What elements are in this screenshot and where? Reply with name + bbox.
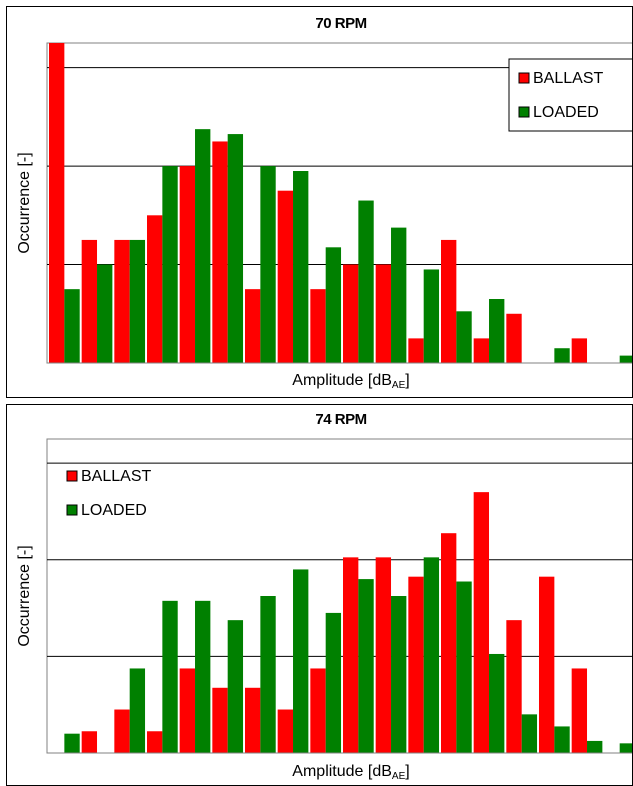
bar-ballast-14: [506, 620, 522, 753]
legend: BALLAST LOADED: [66, 468, 151, 519]
bar-loaded-11: [423, 557, 440, 753]
legend-swatch-loaded: [66, 504, 78, 516]
chart-panel-74-rpm: 74 RPM Occurrence [-] Amplitude [dBAE] BALL…: [6, 404, 633, 786]
legend-label-loaded: LOADED: [533, 104, 599, 121]
bar-loaded-5: [227, 620, 244, 753]
bar-ballast-10: [375, 557, 392, 753]
bar-loaded-4: [195, 600, 211, 753]
bar-ballast-8: [310, 668, 326, 753]
chart-title: 74 RPM: [315, 411, 366, 428]
bar-ballast-16: [571, 668, 588, 753]
legend-box: [508, 58, 632, 132]
bar-ballast-3: [147, 215, 163, 363]
bar-loaded-3: [162, 600, 178, 753]
bar-ballast-16: [571, 338, 588, 363]
bar-loaded-11: [423, 269, 440, 363]
y-axis-label: Occurrence [-]: [16, 152, 33, 253]
bar-loaded-12: [456, 311, 472, 363]
bar-loaded-16: [587, 740, 603, 753]
bar-loaded-9: [358, 200, 374, 363]
bar-ballast-8: [310, 289, 326, 363]
bar-loaded-17: [619, 355, 632, 363]
legend-swatch-ballast: [66, 470, 78, 482]
bar-loaded-13: [489, 653, 505, 753]
bar-loaded-15: [554, 726, 570, 753]
bar-loaded-8: [325, 247, 342, 363]
bar-loaded-5: [227, 134, 244, 363]
bar-loaded-3: [162, 166, 178, 363]
bar-loaded-2: [129, 239, 146, 363]
bar-loaded-4: [195, 129, 211, 363]
bar-loaded-10: [391, 227, 407, 363]
legend-label-ballast: BALLAST: [81, 468, 151, 485]
bar-loaded-7: [293, 171, 309, 363]
bar-ballast-12: [441, 239, 457, 363]
bar-ballast-2: [114, 239, 130, 363]
bar-ballast-1: [81, 239, 98, 363]
bar-ballast-13: [473, 492, 490, 753]
bar-ballast-5: [212, 141, 228, 363]
bar-ballast-9: [343, 264, 359, 363]
bar-loaded-2: [129, 668, 146, 753]
bar-loaded-1: [97, 264, 113, 363]
bar-ballast-11: [408, 576, 424, 753]
bar-ballast-4: [179, 668, 196, 753]
bar-loaded-0: [64, 733, 80, 753]
bar-loaded-9: [358, 579, 374, 753]
x-axis-label: Amplitude [dBAE]: [292, 372, 409, 391]
bar-loaded-7: [293, 569, 309, 753]
bar-ballast-7: [277, 190, 294, 363]
bar-chart-74-rpm: 74 RPM Occurrence [-] Amplitude [dBAE] BALL…: [16, 411, 632, 782]
bar-loaded-8: [325, 612, 342, 753]
bar-ballast-6: [245, 687, 261, 753]
bar-loaded-14: [521, 714, 538, 753]
bar-loaded-15: [554, 348, 570, 363]
bar-ballast-15: [539, 576, 555, 753]
bar-ballast-9: [343, 557, 359, 753]
bar-ballast-4: [179, 166, 196, 363]
legend-label-loaded: LOADED: [81, 502, 147, 519]
bar-ballast-14: [506, 313, 522, 363]
bar-ballast-11: [408, 338, 424, 363]
chart-title: 70 RPM: [315, 15, 366, 32]
bar-loaded-0: [64, 289, 80, 363]
bar-loaded-17: [619, 743, 632, 753]
bar-loaded-6: [260, 166, 276, 363]
chart-panel-70-rpm: 70 RPM Occurrence [-] Amplitude [dBAE] BALL…: [6, 6, 633, 398]
bar-loaded-12: [456, 581, 472, 753]
bar-ballast-7: [277, 709, 294, 753]
bar-loaded-10: [391, 596, 407, 753]
legend-swatch-ballast: [518, 72, 530, 84]
legend-swatch-loaded: [518, 106, 530, 118]
bar-ballast-12: [441, 533, 457, 753]
bar-ballast-10: [375, 264, 392, 363]
legend: BALLAST LOADED: [508, 58, 632, 132]
bar-ballast-1: [81, 731, 98, 753]
bar-ballast-3: [147, 731, 163, 753]
bar-chart-70-rpm: 70 RPM Occurrence [-] Amplitude [dBAE] BALL…: [16, 15, 632, 391]
bar-ballast-0: [49, 43, 65, 363]
bar-ballast-13: [473, 338, 490, 363]
bar-ballast-2: [114, 709, 130, 753]
bar-ballast-6: [245, 289, 261, 363]
x-axis-label: Amplitude [dBAE]: [292, 763, 409, 782]
y-axis-label: Occurrence [-]: [16, 545, 33, 646]
bar-loaded-13: [489, 299, 505, 363]
legend-label-ballast: BALLAST: [533, 70, 603, 87]
bar-ballast-5: [212, 687, 228, 753]
bar-loaded-6: [260, 596, 276, 753]
